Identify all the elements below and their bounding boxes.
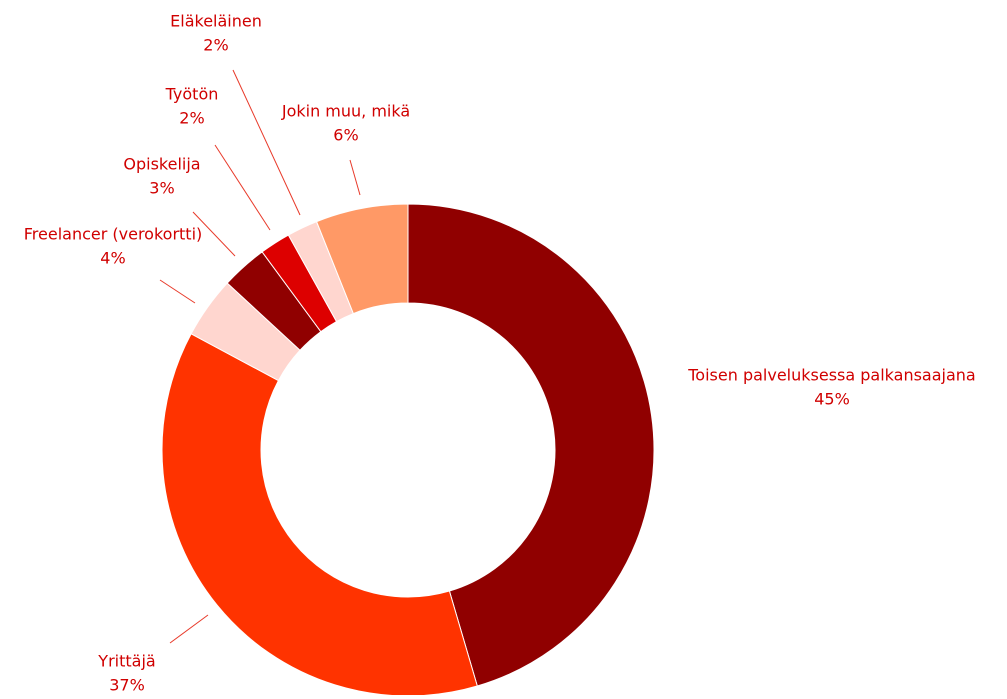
- slice-label: Työtön: [165, 85, 219, 104]
- leader-line: [159, 279, 196, 304]
- slice-value-label: 3%: [149, 179, 174, 198]
- slice-label: Eläkeläinen: [170, 12, 262, 31]
- leader-line: [192, 211, 236, 257]
- donut-slice: [407, 203, 655, 687]
- leader-line: [232, 69, 301, 216]
- donut-slice: [161, 333, 478, 697]
- leader-line: [349, 159, 361, 196]
- slice-value-label: 2%: [203, 36, 228, 55]
- slice-value-label: 37%: [109, 676, 145, 695]
- donut-slice: [315, 203, 409, 315]
- leader-line: [214, 144, 271, 231]
- slice-label: Opiskelija: [123, 155, 200, 174]
- slice-label: Jokin muu, mikä: [281, 102, 410, 121]
- leader-line: [169, 614, 209, 644]
- slice-value-label: 6%: [333, 126, 358, 145]
- slice-label: Yrittäjä: [97, 652, 155, 671]
- slice-value-label: 2%: [179, 109, 204, 128]
- slice-value-label: 4%: [100, 249, 125, 268]
- slice-label: Toisen palveluksessa palkansaajana: [687, 366, 975, 385]
- slice-label: Freelancer (verokortti): [24, 225, 203, 244]
- slice-value-label: 45%: [814, 390, 850, 409]
